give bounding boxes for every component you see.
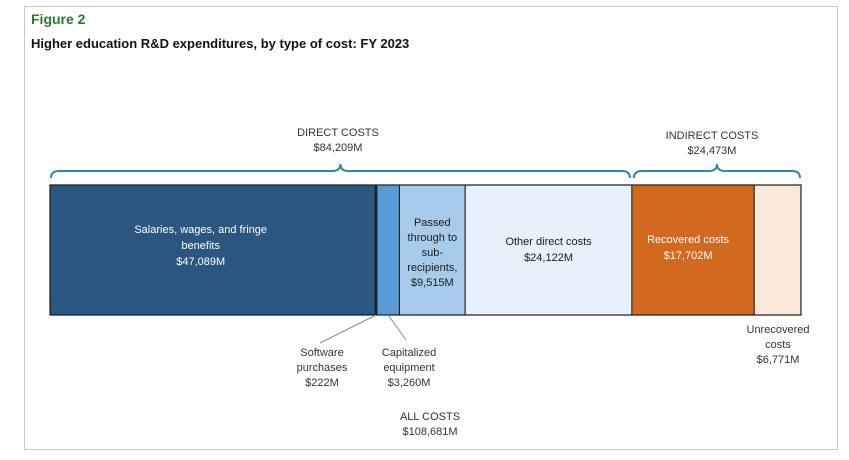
figure-label: Figure 2 bbox=[31, 11, 86, 27]
passed-through-label: Passed through to sub-recipients, $9,515M bbox=[407, 217, 457, 289]
software-label: Software purchases $222M bbox=[297, 347, 348, 389]
all-costs-label: ALL COSTS $108,681M bbox=[400, 411, 460, 438]
segment-other-direct-costs bbox=[464, 184, 633, 316]
segment-unrecovered-costs bbox=[753, 184, 802, 316]
segment-capitalized-equipment bbox=[376, 184, 400, 316]
direct-costs-brace bbox=[50, 163, 631, 179]
capitalized-leader-line bbox=[387, 314, 407, 341]
software-leader-line bbox=[319, 314, 377, 344]
indirect-costs-label: INDIRECT COSTS $24,473M bbox=[666, 130, 759, 157]
direct-costs-label: DIRECT COSTS $84,209M bbox=[297, 127, 379, 154]
other-direct-label: Other direct costs $24,122M bbox=[505, 236, 592, 264]
capitalized-label: Capitalized equipment $3,260M bbox=[382, 347, 436, 389]
bar-outline bbox=[49, 184, 802, 316]
figure-title: Higher education R&D expenditures, by ty… bbox=[31, 36, 410, 51]
unrecovered-label: Unrecovered costs $6,771M bbox=[747, 324, 810, 366]
salaries-label: Salaries, wages, and fringe benefits $47,0… bbox=[134, 224, 267, 268]
recovered-label: Recovered costs $17,702M bbox=[647, 234, 729, 262]
indirect-costs-brace bbox=[632, 163, 801, 179]
